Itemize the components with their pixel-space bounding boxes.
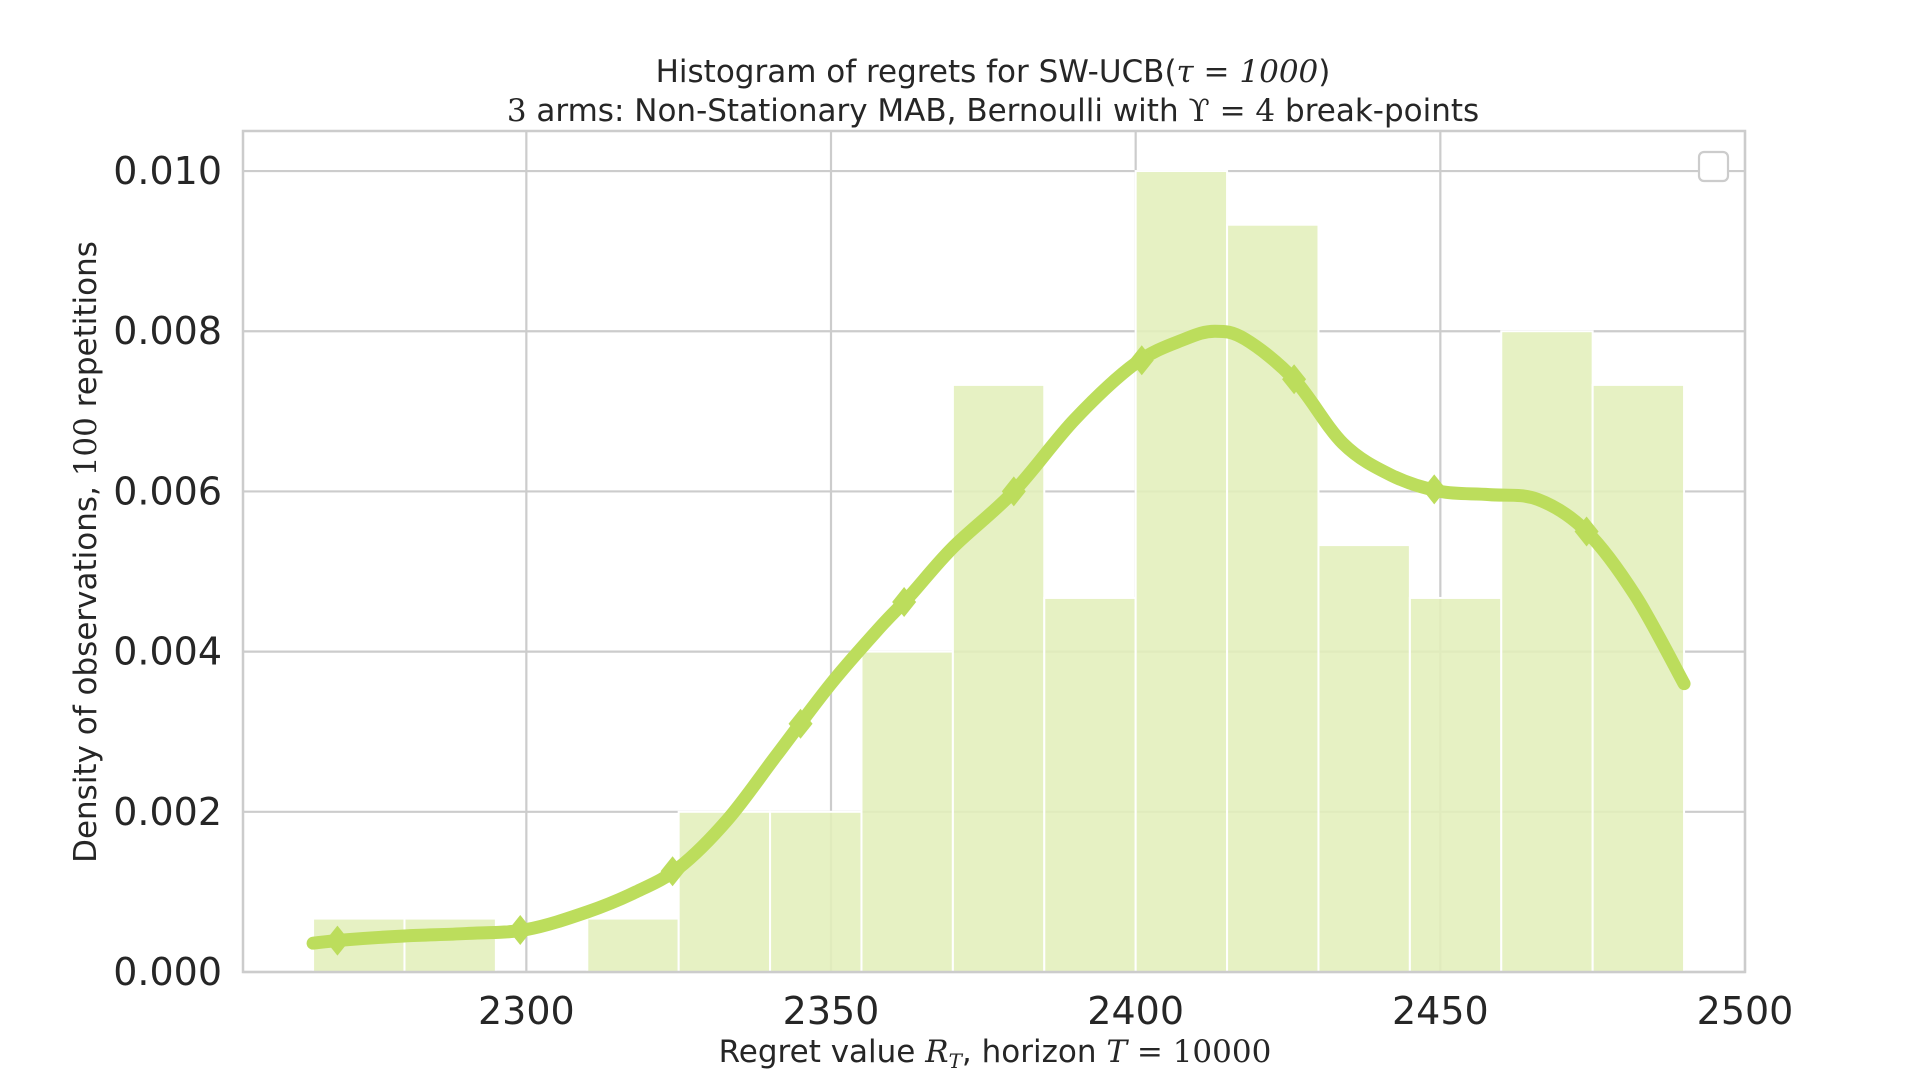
histogram-bar [1408, 596, 1503, 974]
x-tick-label: 2350 [783, 989, 880, 1033]
kde-marker [1574, 516, 1599, 547]
kde-marker [660, 856, 685, 887]
histogram-bar [1500, 330, 1594, 973]
legend-box [1697, 150, 1730, 183]
x-tick-labels: 2300 2350 2400 2450 2500 [478, 989, 1793, 1033]
kde-marker [1422, 474, 1447, 505]
kde-marker [325, 925, 350, 956]
y-tick-label: 0.004 [113, 630, 222, 674]
y-tick-label: 0.002 [113, 790, 222, 834]
x-tick-label: 2500 [1697, 989, 1794, 1033]
histogram-bar [1591, 383, 1686, 973]
y-tick-label: 0.006 [113, 469, 222, 513]
kde-marker [892, 586, 917, 617]
histogram-bar [769, 810, 863, 973]
x-axis-label: Regret value RT, horizon T = 10000 [719, 1034, 1272, 1073]
chart-title-line2: 3 arms: Non-Stationary MAB, Bernoulli wi… [507, 93, 1479, 129]
y-tick-label: 0.010 [113, 149, 222, 193]
histogram-bar [1317, 544, 1411, 974]
x-tick-label: 2400 [1087, 989, 1184, 1033]
histogram-bar [1043, 596, 1137, 974]
kde-marker [1129, 345, 1154, 376]
x-tick-label: 2300 [478, 989, 575, 1033]
y-tick-labels: 0.000 0.002 0.004 0.006 0.008 0.010 [113, 149, 222, 994]
kde-marker [788, 708, 813, 739]
kde-curve [306, 324, 1691, 956]
histogram-bar [677, 810, 772, 973]
y-tick-label: 0.000 [113, 950, 222, 994]
histogram-bar [860, 650, 954, 973]
y-tick-label: 0.008 [113, 309, 222, 353]
kde-marker [1001, 476, 1026, 507]
histogram-bars [312, 170, 1686, 974]
kde-marker [1282, 364, 1307, 395]
kde-marker [508, 914, 533, 945]
histogram-bar [1134, 170, 1229, 974]
histogram-bar [1226, 223, 1320, 973]
y-axis-label: Density of observations, 100 repetitions [68, 241, 104, 863]
chart-title-line1: Histogram of regrets for SW-UCB(τ = 1000… [656, 54, 1331, 90]
x-tick-label: 2450 [1392, 989, 1489, 1033]
plot-frame [241, 129, 1747, 974]
histogram-bar [586, 917, 680, 973]
